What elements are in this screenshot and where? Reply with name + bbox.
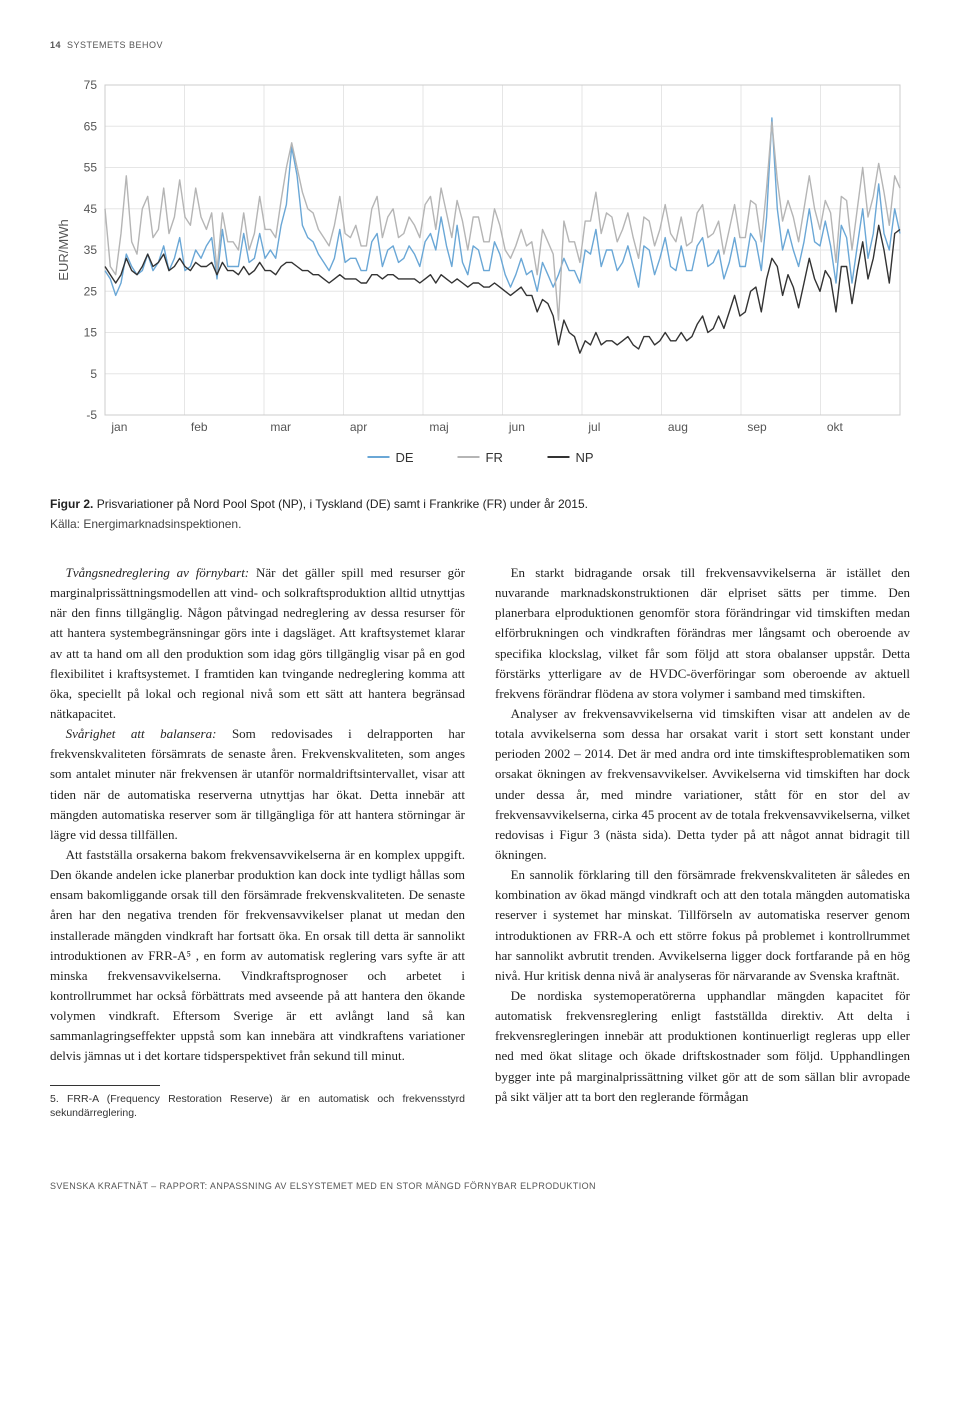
svg-text:maj: maj (429, 420, 448, 434)
svg-text:-5: -5 (86, 408, 97, 422)
price-chart: -5 5 15 25 35 45 55 65 75 jan feb mar apr maj jun jul au… (50, 75, 910, 480)
paragraph: Att fastställa orsakerna bakom frekvensa… (50, 845, 465, 1067)
svg-text:apr: apr (350, 420, 367, 434)
figure-source: Källa: Energimarknadsinspektionen. (50, 515, 910, 533)
run-in-head: Tvångsnedreglering av förnybart: (66, 565, 250, 580)
svg-text:25: 25 (84, 284, 98, 298)
svg-text:EUR/MWh: EUR/MWh (56, 219, 71, 280)
paragraph: En sannolik förklaring till den försämra… (495, 865, 910, 986)
footnote: 5. FRR-A (Frequency Restoration Reserve)… (50, 1092, 465, 1121)
footnote-rule (50, 1085, 160, 1086)
svg-text:15: 15 (84, 326, 98, 340)
page-footer: SVENSKA KRAFTNÄT – RAPPORT: ANPASSNING A… (50, 1181, 910, 1191)
figure-label: Figur 2. (50, 497, 93, 511)
svg-text:55: 55 (84, 161, 98, 175)
chart-svg: -5 5 15 25 35 45 55 65 75 jan feb mar apr maj jun jul au… (50, 75, 910, 475)
svg-text:okt: okt (827, 420, 844, 434)
svg-text:aug: aug (668, 420, 688, 434)
svg-text:35: 35 (84, 243, 98, 257)
paragraph: De nordiska systemoperatörerna upphandla… (495, 986, 910, 1107)
body-columns: Tvångsnedreglering av förnybart: När det… (50, 563, 910, 1121)
svg-text:75: 75 (84, 78, 98, 92)
figure-text: Prisvariationer på Nord Pool Spot (NP), … (97, 497, 588, 511)
right-column: En starkt bidragande orsak till frekvens… (495, 563, 910, 1121)
paragraph: Tvångsnedreglering av förnybart: När det… (50, 563, 465, 724)
paragraph: Analyser av frekvensavvikelserna vid tim… (495, 704, 910, 865)
svg-text:FR: FR (486, 450, 503, 465)
paragraph: En starkt bidragande orsak till frekvens… (495, 563, 910, 704)
svg-text:45: 45 (84, 202, 98, 216)
svg-text:65: 65 (84, 119, 98, 133)
section-name: SYSTEMETS BEHOV (67, 40, 163, 50)
page-header: 14 SYSTEMETS BEHOV (50, 40, 910, 50)
svg-text:jun: jun (508, 420, 525, 434)
figure-caption: Figur 2. Prisvariationer på Nord Pool Sp… (50, 495, 910, 533)
svg-text:5: 5 (90, 367, 97, 381)
svg-text:sep: sep (747, 420, 767, 434)
svg-text:DE: DE (396, 450, 414, 465)
svg-text:jan: jan (110, 420, 127, 434)
page-no: 14 (50, 40, 61, 50)
run-in-head: Svårighet att balansera: (66, 726, 217, 741)
left-column: Tvångsnedreglering av förnybart: När det… (50, 563, 465, 1121)
svg-text:feb: feb (191, 420, 208, 434)
svg-text:mar: mar (270, 420, 291, 434)
paragraph: Svårighet att balansera: Som redovisades… (50, 724, 465, 845)
svg-text:NP: NP (576, 450, 594, 465)
svg-text:jul: jul (587, 420, 600, 434)
